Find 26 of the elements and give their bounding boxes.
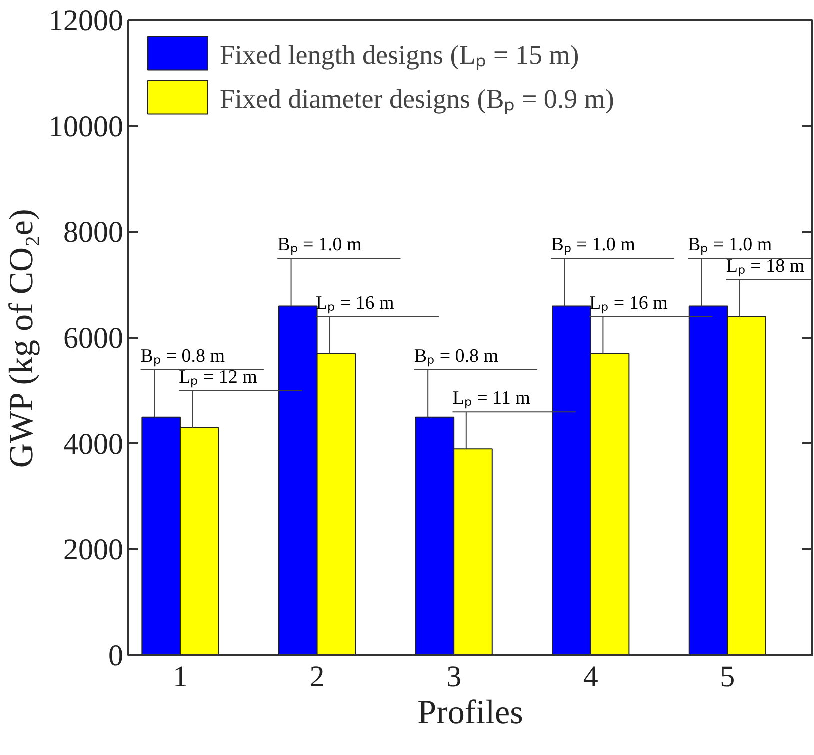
y-tick-label: 4000 xyxy=(64,428,124,461)
y-tick-label: 8000 xyxy=(64,216,124,250)
annotation: Bₚ = 0.8 m xyxy=(140,346,226,367)
annotation: Lₚ = 11 m xyxy=(452,388,531,410)
legend-label: Fixed diameter designs (Bₚ = 0.9 m) xyxy=(220,82,614,116)
y-tick-label: 0 xyxy=(108,640,124,672)
annotation: Bₚ = 1.0 m xyxy=(688,234,772,256)
x-tick-label: 4 xyxy=(583,660,598,694)
annotation: Lₚ = 12 m xyxy=(179,366,258,388)
y-tick-label: 10000 xyxy=(48,110,124,144)
x-tick-label: 3 xyxy=(446,660,462,694)
y-axis-title: GWP (kg of CO₂e) xyxy=(4,209,40,468)
x-tick-label: 2 xyxy=(310,660,325,694)
annotation: Bₚ = 0.8 m xyxy=(414,346,499,367)
annotation: Lₚ = 18 m xyxy=(726,256,805,277)
x-tick-label: 1 xyxy=(172,660,188,694)
annotation: Lₚ = 16 m xyxy=(316,292,394,314)
annotation: Bₚ = 1.0 m xyxy=(551,234,636,256)
annotation: Bₚ = 1.0 m xyxy=(278,234,362,256)
x-axis-title: Profiles xyxy=(418,694,524,732)
y-tick-label: 6000 xyxy=(64,322,124,355)
y-tick-label: 2000 xyxy=(64,534,124,567)
legend-label: Fixed length designs (Lₚ = 15 m) xyxy=(220,38,580,72)
x-tick-label: 5 xyxy=(720,660,736,694)
annotation: Lₚ = 16 m xyxy=(590,292,668,314)
y-tick-label: 12000 xyxy=(48,4,124,38)
